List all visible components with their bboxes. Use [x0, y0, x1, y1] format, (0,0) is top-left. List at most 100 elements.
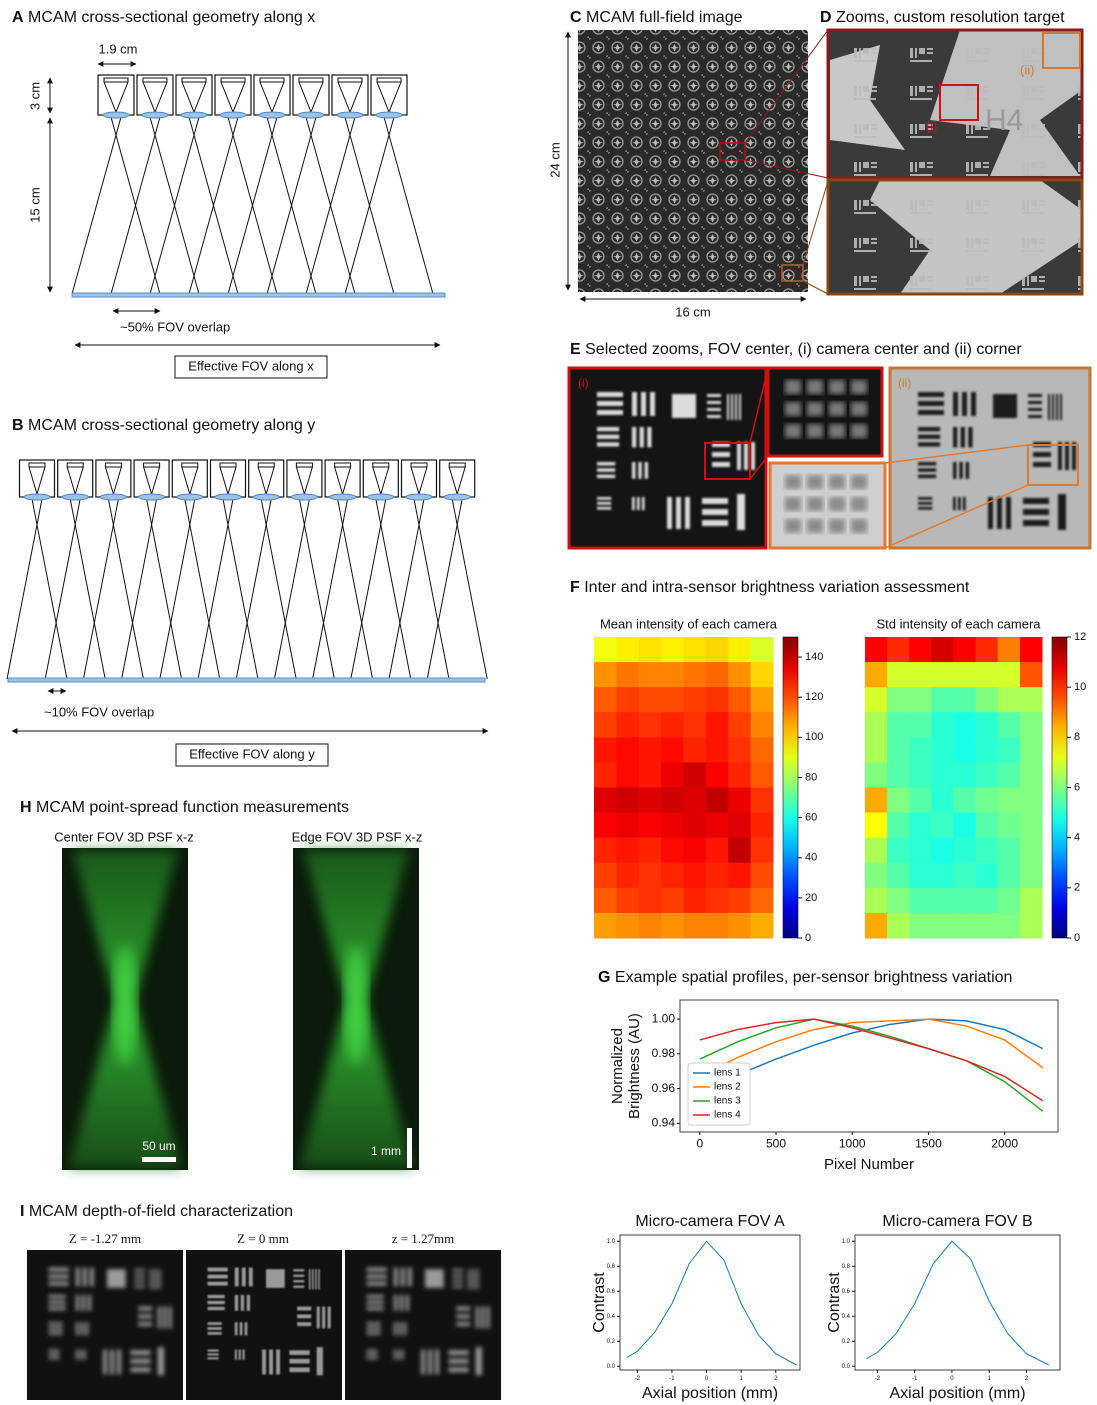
heatmap-cell — [909, 887, 932, 914]
data-line — [626, 1240, 797, 1366]
panel-title: A MCAM cross-sectional geometry along x — [12, 9, 315, 26]
target-bar — [207, 1267, 228, 1272]
target-bar — [207, 1353, 219, 1356]
heatmap-cell — [705, 912, 729, 939]
ray — [312, 498, 349, 680]
heatmap-cell — [661, 887, 684, 914]
target-bar — [48, 1300, 66, 1305]
lens-cone — [333, 466, 352, 496]
heatmap-cell — [638, 912, 662, 939]
heatmap-cell — [661, 762, 684, 788]
target-bar — [48, 1322, 63, 1325]
colorbar-tick-label: 0 — [805, 932, 811, 944]
ray — [110, 116, 161, 295]
target-bar — [130, 1358, 151, 1364]
lens — [367, 493, 395, 501]
x-tick-label: 0 — [696, 1137, 703, 1151]
psf-core — [344, 945, 368, 1065]
target-bar — [262, 1349, 266, 1375]
target-bar — [393, 1267, 398, 1287]
heatmap-cell — [705, 687, 729, 713]
panel-letter: B — [12, 417, 24, 434]
heatmap-cell — [931, 862, 954, 889]
colorbar-tick-label: 10 — [1074, 681, 1086, 693]
heatmap-title: Std intensity of each camera — [876, 616, 1041, 631]
heatmap-cell — [750, 887, 774, 914]
lens — [214, 493, 242, 501]
target-bar — [89, 1267, 94, 1287]
target-bar — [1033, 452, 1051, 457]
target-bar — [918, 501, 933, 505]
data-line — [699, 1018, 1044, 1112]
heatmap-cell — [953, 787, 977, 814]
target-bar — [1060, 394, 1062, 420]
target-bar — [456, 1322, 471, 1327]
heatmap-cell — [865, 912, 888, 939]
target-bar — [918, 468, 937, 472]
heatmap-cell — [728, 837, 752, 864]
target-bar — [597, 427, 620, 432]
target-bar — [75, 1349, 78, 1360]
blurred-bars — [829, 519, 845, 533]
target-bar — [435, 1349, 440, 1375]
zoom-label: (i) — [926, 118, 938, 133]
target-bar — [597, 392, 623, 397]
psf-images — [62, 848, 419, 1170]
data-line — [699, 1018, 1044, 1102]
target-bar — [1023, 498, 1049, 504]
colorbar-tick-label: 4 — [1074, 832, 1080, 844]
zoom-line — [884, 444, 1029, 464]
heatmap-cell — [1019, 787, 1043, 814]
target-bar — [918, 474, 937, 479]
heatmap-cell — [909, 687, 932, 713]
zoom-label: (ii) — [898, 376, 911, 390]
colorbar-tick-label: 60 — [805, 812, 817, 824]
blurred-bars — [785, 380, 801, 394]
legend-label: lens 4 — [714, 1110, 741, 1121]
lens — [61, 493, 89, 501]
sensor — [259, 77, 285, 83]
heatmap-cell — [975, 862, 999, 889]
target-bar — [918, 401, 944, 406]
ray — [273, 498, 310, 680]
target-bar — [751, 442, 755, 470]
y-axis-label: Normalized — [609, 1028, 626, 1104]
heatmap-cell — [616, 687, 640, 713]
target-bar — [312, 1269, 314, 1290]
heatmap-cell — [638, 687, 662, 713]
target-bar — [48, 1267, 69, 1272]
panel-title: E Selected zooms, FOV center, (i) camera… — [570, 341, 1022, 358]
x-tick-label: 1500 — [915, 1137, 942, 1151]
heatmap-cell — [705, 737, 729, 763]
y-tick-label: 0.2 — [842, 1339, 851, 1345]
heatmap-cell — [953, 862, 977, 889]
blurred-bars — [829, 380, 845, 394]
target-bar — [234, 1349, 237, 1360]
lens — [336, 111, 364, 119]
y-axis-label: Brightness (AU) — [626, 1013, 643, 1119]
x-tick-label: -2 — [875, 1376, 881, 1382]
heatmap-cell — [750, 637, 774, 663]
ray — [146, 498, 183, 680]
heatmap-cell — [616, 712, 640, 738]
heatmap-cell — [750, 687, 774, 713]
heatmap-cell — [997, 837, 1021, 864]
ray — [451, 498, 488, 680]
lens-cone — [220, 81, 246, 114]
legend-label: lens 2 — [714, 1082, 741, 1093]
colorbar-tick-label: 12 — [1074, 631, 1086, 643]
x-tick-label: 500 — [766, 1137, 786, 1151]
zoom-box — [1027, 444, 1079, 486]
ray — [44, 498, 81, 680]
heatmap-cell — [705, 637, 729, 663]
target-bar — [632, 497, 635, 511]
full-field-image — [578, 30, 808, 292]
target-bar — [397, 1349, 400, 1360]
lens-cone — [298, 81, 324, 114]
data-line — [865, 1240, 1050, 1366]
target-bar — [456, 1314, 471, 1319]
target-bar — [456, 1306, 471, 1311]
lens — [443, 493, 471, 501]
heatmap-cell — [975, 837, 999, 864]
